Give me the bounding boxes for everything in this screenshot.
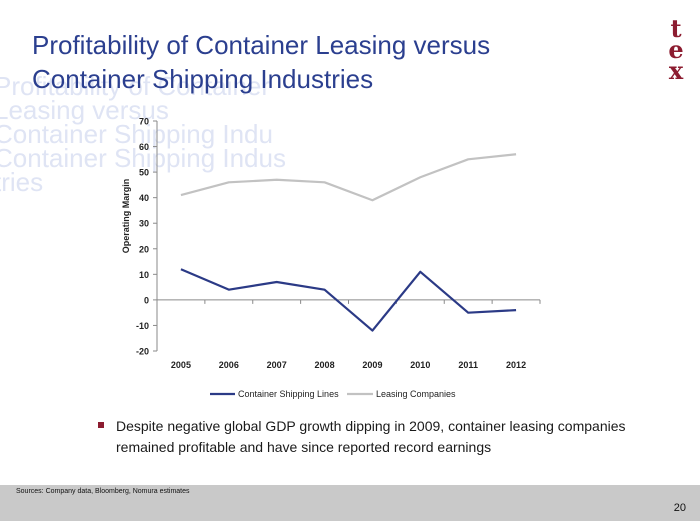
y-tick-label: -10: [136, 321, 149, 331]
ghost-line: Leasing versus: [0, 95, 169, 125]
slide-title: Profitability of Container Leasing versu…: [32, 28, 592, 96]
y-tick-label: -20: [136, 347, 149, 357]
x-tick-label: 2010: [410, 360, 430, 370]
y-tick-label: 0: [144, 295, 149, 305]
y-tick-label: 50: [139, 168, 149, 178]
series-line-container-shipping: [180, 268, 517, 332]
logo-letter: t: [670, 14, 682, 43]
bullet-marker: [98, 422, 104, 428]
x-tick-label: 2011: [458, 360, 478, 370]
title-line-2: Container Shipping Industries: [32, 64, 374, 94]
x-tick-label: 2006: [219, 360, 239, 370]
y-tick-label: 60: [139, 142, 149, 152]
ghost-title-overlay: Profitability of Container Leasing versu…: [0, 71, 374, 197]
footer-bar: [0, 485, 700, 521]
y-tick-label: 20: [139, 244, 149, 254]
y-tick-label: 10: [139, 270, 149, 280]
ghost-line: Container Shipping Indu: [0, 119, 273, 149]
title-line-1: Profitability of Container Leasing versu…: [32, 30, 491, 60]
y-tick-label: 70: [139, 117, 149, 127]
logo-letter: e: [668, 35, 684, 64]
x-tick-label: 2005: [171, 360, 191, 370]
y-tick-label: 30: [139, 219, 149, 229]
x-tick-label: 2007: [267, 360, 287, 370]
x-tick-label: 2009: [362, 360, 382, 370]
bullet-text: Despite negative global GDP growth dippi…: [116, 418, 626, 455]
x-tick-label: 2008: [315, 360, 335, 370]
page-number: 20: [673, 502, 686, 514]
ghost-line: Container Shipping Indus: [0, 143, 286, 173]
logo: t e x: [664, 14, 688, 85]
series-line-leasing-companies: [180, 153, 517, 202]
x-tick-label: 2012: [506, 360, 526, 370]
legend-label: Container Shipping Lines: [238, 389, 339, 399]
y-axis-label: Operating Margin: [121, 179, 131, 254]
legend-label: Leasing Companies: [376, 389, 456, 399]
sources-note: Sources: Company data, Bloomberg, Nomura…: [16, 488, 190, 495]
y-tick-label: 40: [139, 193, 149, 203]
logo-letter: x: [668, 56, 684, 85]
ghost-line: tries: [0, 167, 44, 197]
ghost-line: Profitability of Container: [0, 71, 271, 101]
